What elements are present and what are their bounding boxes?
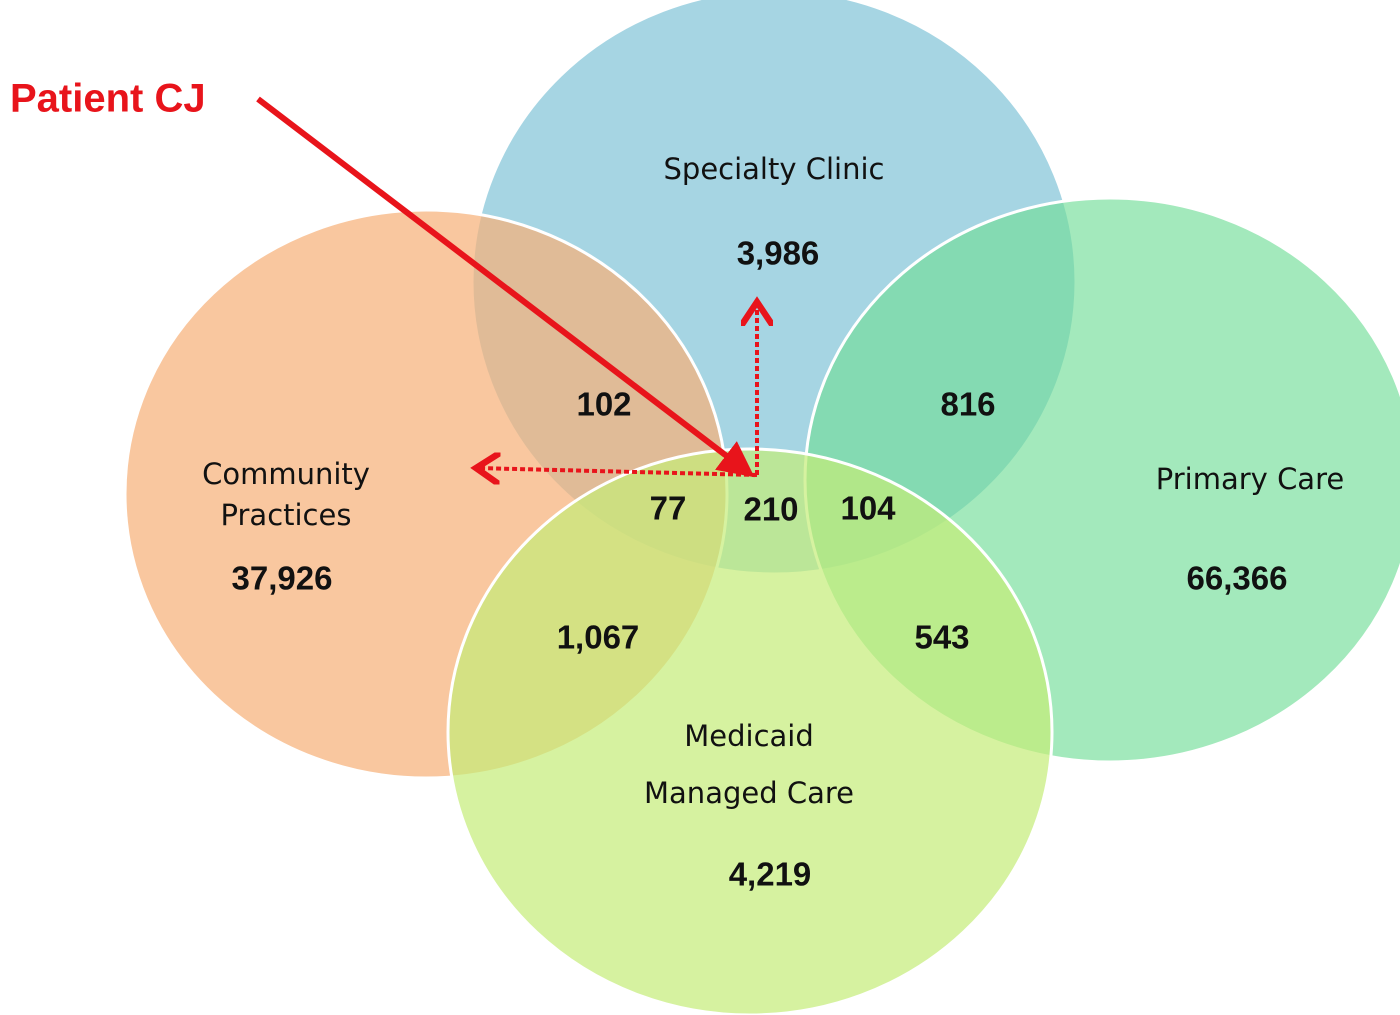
intersection-count: 210 <box>743 491 798 528</box>
set-label: Specialty Clinic <box>664 152 885 186</box>
set-label: Community <box>202 457 370 491</box>
intersection-count: 104 <box>840 490 896 527</box>
set-label: Practices <box>221 498 352 532</box>
intersection-count: 77 <box>650 490 687 527</box>
intersection-count: 102 <box>576 386 631 423</box>
set-label: Managed Care <box>644 776 854 810</box>
set-count: 37,926 <box>232 560 333 597</box>
pointer-arrow <box>256 96 755 478</box>
intersection-count: 816 <box>940 386 995 423</box>
dotted-arrow <box>476 468 758 475</box>
set-count: 4,219 <box>729 856 812 893</box>
set-label: Medicaid <box>684 719 814 753</box>
annotation-arrows <box>256 96 758 478</box>
annotation-label: Patient CJ <box>10 77 206 121</box>
set-count: 3,986 <box>737 235 820 272</box>
intersection-count: 1,067 <box>557 619 640 656</box>
set-count: 66,366 <box>1187 560 1288 597</box>
set-label: Primary Care <box>1156 462 1344 496</box>
intersection-count: 543 <box>914 619 969 656</box>
sets <box>123 0 1400 1015</box>
